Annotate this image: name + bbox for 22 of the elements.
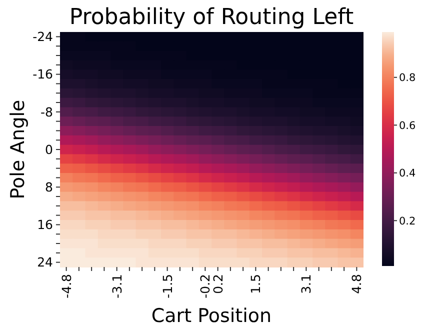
x-axis-title: Cart Position [151,305,272,327]
y-tick-label: -8 [40,104,54,120]
color-bar-label: 0.8 [399,72,416,84]
x-tick-label: 3.1 [298,274,314,294]
y-tick-label: 24 [37,254,54,270]
y-tick-label: 16 [37,217,54,232]
x-tick-label: -4.8 [58,274,74,298]
x-tick-label: -0.2 [198,274,213,298]
x-tick-label: 1.5 [248,274,264,294]
color-bar-label: 0.2 [399,215,416,228]
chart-title: Probability of Routing Left [69,5,354,30]
y-tick-label: 0 [45,142,54,157]
x-tick-label: -1.5 [160,274,175,298]
y-tick-label: 8 [45,179,54,194]
x-tick-label: 4.8 [349,274,364,294]
x-tick-label: -3.1 [109,274,124,298]
x-tick-label: 0.2 [210,274,226,294]
y-tick-label: -16 [32,66,54,82]
color-bar-label: 0.6 [399,120,416,132]
color-bar-label: 0.4 [399,168,416,180]
y-axis-title: Pole Angle [7,100,29,200]
y-tick-label: -24 [32,29,54,44]
